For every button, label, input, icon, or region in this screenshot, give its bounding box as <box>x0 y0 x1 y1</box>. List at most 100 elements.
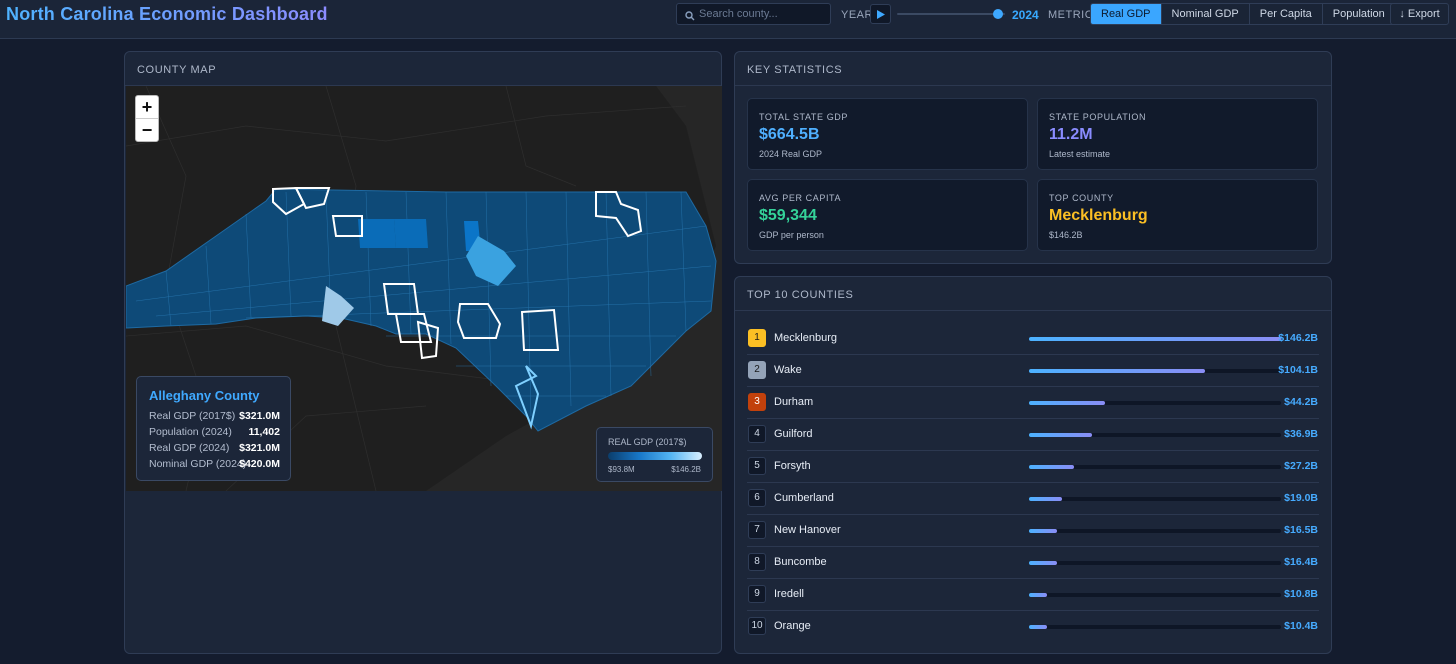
stat-label: AVG PER CAPITA <box>759 193 842 203</box>
search-input[interactable] <box>699 5 827 23</box>
rank-badge: 10 <box>748 617 766 635</box>
year-slider-thumb[interactable] <box>993 9 1004 19</box>
stat-card-population: STATE POPULATION 11.2M Latest estimate <box>1037 98 1318 170</box>
tooltip-row-value: 11,402 <box>248 426 280 438</box>
tooltip-row: Population (2024) 11,402 <box>149 426 280 440</box>
stat-card-total-gdp: TOTAL STATE GDP $664.5B 2024 Real GDP <box>747 98 1028 170</box>
rank-badge: 8 <box>748 553 766 571</box>
zoom-out-button[interactable]: − <box>141 120 153 140</box>
stat-value: $59,344 <box>759 207 817 224</box>
export-button[interactable]: ↓ Export <box>1390 3 1449 25</box>
county-gdp-value: $146.2B <box>1278 332 1318 344</box>
zoom-control: + − <box>135 95 159 142</box>
rank-badge: 2 <box>748 361 766 379</box>
gdp-bar-track <box>1029 433 1281 437</box>
panel-title: COUNTY MAP <box>137 64 217 76</box>
county-map[interactable]: + − Alleghany County Real GDP (2017$) $3… <box>126 86 722 491</box>
panel-title: KEY STATISTICS <box>747 64 843 76</box>
county-gdp-value: $19.0B <box>1284 492 1318 504</box>
rank-badge: 9 <box>748 585 766 603</box>
county-search[interactable] <box>676 3 831 25</box>
gdp-bar-fill <box>1029 593 1047 597</box>
metric-tab-per-capita[interactable]: Per Capita <box>1249 4 1323 24</box>
play-button[interactable] <box>870 4 891 24</box>
gdp-bar-fill <box>1029 401 1105 405</box>
county-gdp-value: $104.1B <box>1278 364 1318 376</box>
rank-badge: 4 <box>748 425 766 443</box>
county-name: Orange <box>774 620 811 632</box>
county-gdp-value: $16.4B <box>1284 556 1318 568</box>
county-rank-row[interactable]: 5 Forsyth $27.2B <box>747 451 1319 483</box>
metric-tab-population[interactable]: Population <box>1322 4 1395 24</box>
gdp-bar-fill <box>1029 337 1281 341</box>
stat-subtext: 2024 Real GDP <box>759 149 823 159</box>
play-icon <box>877 10 885 19</box>
legend-title: REAL GDP (2017$) <box>608 437 687 447</box>
county-name: Iredell <box>774 588 804 600</box>
rank-badge: 6 <box>748 489 766 507</box>
county-guilford[interactable] <box>394 219 428 248</box>
stat-value: 11.2M <box>1049 126 1093 143</box>
gdp-bar-fill <box>1029 433 1092 437</box>
legend-min: $93.8M <box>608 465 635 474</box>
gdp-bar-track <box>1029 337 1281 341</box>
county-name: Buncombe <box>774 556 827 568</box>
rank-badge: 3 <box>748 393 766 411</box>
gdp-bar-track <box>1029 593 1281 597</box>
stat-card-per-capita: AVG PER CAPITA $59,344 GDP per person <box>747 179 1028 251</box>
top-counties-panel: TOP 10 COUNTIES 1 Mecklenburg $146.2B 2 Wake… <box>734 276 1332 654</box>
tooltip-row-value: $321.0M <box>239 442 280 454</box>
map-legend: REAL GDP (2017$) $93.8M $146.2B <box>596 427 713 482</box>
gdp-bar-fill <box>1029 625 1047 629</box>
legend-color-ramp <box>608 452 702 460</box>
metric-tab-real-gdp[interactable]: Real GDP <box>1091 4 1162 24</box>
county-mecklenburg[interactable] <box>322 286 354 326</box>
county-rank-row[interactable]: 1 Mecklenburg $146.2B <box>747 323 1319 355</box>
county-new-hanover-outline[interactable] <box>514 365 540 430</box>
gdp-bar-track <box>1029 465 1281 469</box>
county-rank-row[interactable]: 10 Orange $10.4B <box>747 611 1319 643</box>
stat-subtext: Latest estimate <box>1049 149 1111 159</box>
county-name: Cumberland <box>774 492 834 504</box>
metric-label: METRIC <box>1048 9 1094 21</box>
legend-max: $146.2B <box>671 465 701 474</box>
county-map-panel: COUNTY MAP <box>124 51 722 654</box>
nc-state-shape[interactable] <box>126 188 717 432</box>
county-rank-row[interactable]: 4 Guilford $36.9B <box>747 419 1319 451</box>
county-rank-row[interactable]: 6 Cumberland $19.0B <box>747 483 1319 515</box>
year-slider-track <box>897 13 1005 15</box>
tooltip-county-name: Alleghany County <box>149 388 260 403</box>
year-value: 2024 <box>1012 8 1039 22</box>
county-rank-row[interactable]: 2 Wake $104.1B <box>747 355 1319 387</box>
key-statistics-panel: KEY STATISTICS TOTAL STATE GDP $664.5B 2… <box>734 51 1332 264</box>
tooltip-row-label: Population (2024) <box>149 426 232 438</box>
county-rank-row[interactable]: 8 Buncombe $16.4B <box>747 547 1319 579</box>
county-tooltip: Alleghany County Real GDP (2017$) $321.0… <box>136 376 291 481</box>
metric-tab-nominal-gdp[interactable]: Nominal GDP <box>1161 4 1250 24</box>
stat-card-top-county: TOP COUNTY Mecklenburg $146.2B <box>1037 179 1318 251</box>
gdp-bar-track <box>1029 401 1281 405</box>
year-slider[interactable] <box>897 9 1005 19</box>
county-name: Guilford <box>774 428 813 440</box>
tooltip-row-label: Real GDP (2017$) <box>149 410 236 422</box>
app-title: North Carolina Economic Dashboard <box>6 4 328 24</box>
county-forsyth[interactable] <box>358 219 396 248</box>
stat-value: Mecklenburg <box>1049 207 1148 224</box>
county-rank-row[interactable]: 7 New Hanover $16.5B <box>747 515 1319 547</box>
zoom-in-button[interactable]: + <box>136 96 158 119</box>
metric-tab-group: Real GDP Nominal GDP Per Capita Population <box>1090 3 1396 25</box>
gdp-bar-track <box>1029 625 1281 629</box>
tooltip-row: Real GDP (2024) $321.0M <box>149 442 280 456</box>
tooltip-row: Nominal GDP (2024) $420.0M <box>149 458 280 472</box>
county-rank-row[interactable]: 9 Iredell $10.8B <box>747 579 1319 611</box>
stat-label: TOTAL STATE GDP <box>759 112 849 122</box>
county-name: Durham <box>774 396 814 408</box>
county-rank-row[interactable]: 3 Durham $44.2B <box>747 387 1319 419</box>
gdp-bar-track <box>1029 369 1281 373</box>
tooltip-row-label: Nominal GDP (2024) <box>149 458 247 470</box>
county-wake[interactable] <box>466 236 516 286</box>
county-gdp-value: $27.2B <box>1284 460 1318 472</box>
gdp-bar-track <box>1029 529 1281 533</box>
stat-label: STATE POPULATION <box>1049 112 1147 122</box>
gdp-bar-track <box>1029 561 1281 565</box>
